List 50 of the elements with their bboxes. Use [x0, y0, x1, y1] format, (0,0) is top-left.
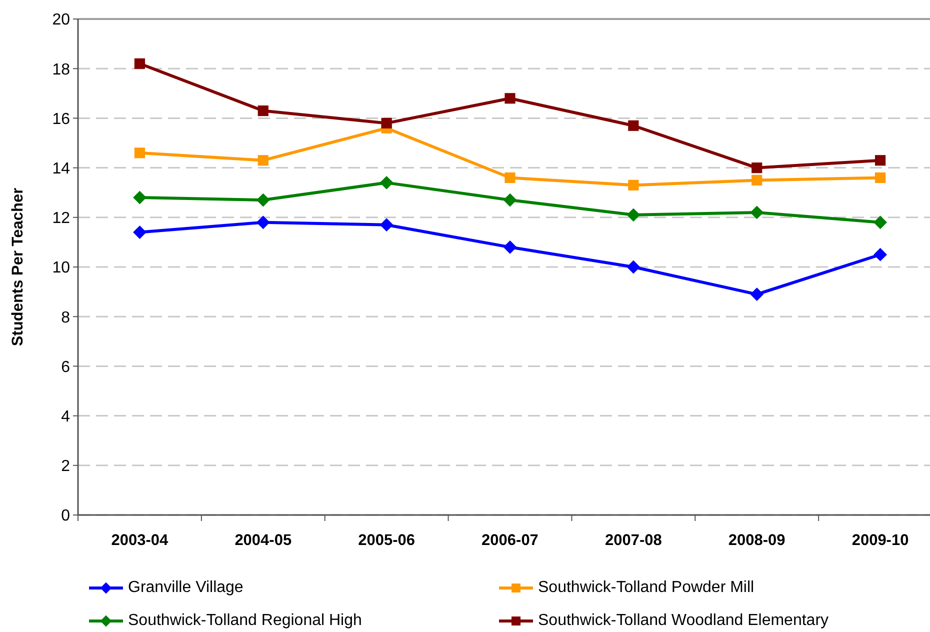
point: [381, 118, 392, 128]
point: [504, 194, 516, 207]
legend-label: Southwick-Tolland Powder Mill: [538, 579, 754, 597]
y-tick-label: 20: [52, 12, 70, 29]
point: [874, 172, 886, 184]
point: [133, 191, 146, 204]
y-axis-title: Students Per Teacher: [10, 188, 26, 346]
y-tick-label: 16: [52, 110, 70, 128]
point: [874, 155, 886, 166]
legend-label: Southwick-Tolland Woodland Elementary: [538, 612, 829, 630]
point: [134, 58, 146, 69]
point: [750, 206, 764, 219]
point: [133, 226, 146, 239]
point: [256, 194, 270, 207]
point: [628, 180, 639, 190]
point: [258, 105, 268, 116]
point: [258, 155, 268, 166]
point: [504, 172, 516, 184]
point: [256, 216, 270, 229]
point: [750, 288, 764, 301]
point: [628, 120, 639, 131]
y-tick-label: 12: [52, 210, 70, 228]
point: [626, 208, 640, 222]
x-tick-label: 2009-10: [852, 532, 909, 549]
point: [380, 176, 394, 190]
y-tick-label: 0: [61, 508, 70, 525]
y-tick-label: 14: [52, 160, 70, 178]
y-tick-label: 2: [61, 458, 70, 476]
x-tick-label: 2006-07: [482, 532, 538, 549]
x-tick-label: 2004-05: [234, 532, 292, 549]
point: [134, 148, 146, 158]
point: [380, 218, 394, 232]
point: [504, 93, 516, 104]
y-tick-label: 18: [52, 61, 70, 78]
point: [626, 260, 640, 274]
x-tick-label: 2007-08: [604, 532, 662, 549]
x-tick-label: 2003-04: [111, 532, 169, 549]
x-tick-label: 2005-06: [358, 532, 416, 549]
y-tick-label: 8: [61, 309, 70, 326]
point: [874, 216, 887, 229]
x-tick-label: 2008-09: [728, 532, 786, 549]
y-tick-label: 6: [61, 358, 70, 376]
point: [504, 240, 516, 254]
legend-label: Granville Village: [128, 579, 244, 597]
y-tick-label: 4: [61, 408, 70, 426]
point: [752, 174, 762, 186]
point: [752, 162, 762, 174]
legend-label: Southwick-Tolland Regional High: [128, 612, 362, 630]
y-tick-label: 10: [52, 260, 70, 277]
point: [874, 248, 887, 262]
